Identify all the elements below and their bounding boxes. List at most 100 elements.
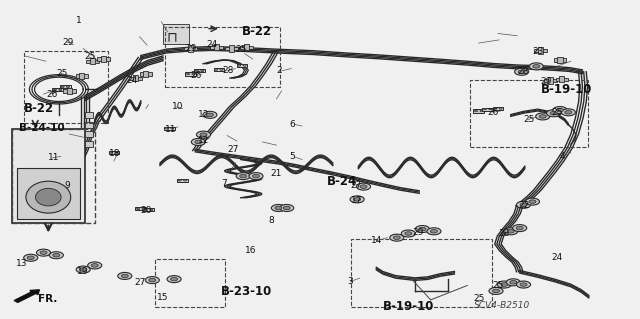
Bar [12, 129, 95, 223]
Ellipse shape [26, 181, 70, 213]
Circle shape [220, 69, 223, 70]
Bar [140, 72, 152, 76]
Bar [474, 109, 484, 113]
Circle shape [354, 197, 361, 201]
Text: 25: 25 [236, 45, 247, 54]
Bar [60, 85, 70, 88]
Circle shape [405, 232, 412, 235]
Circle shape [239, 174, 247, 178]
Bar [195, 69, 205, 72]
Bar [538, 47, 543, 54]
Bar [534, 49, 547, 52]
FancyArrow shape [14, 290, 39, 302]
Text: 24: 24 [127, 76, 138, 85]
Bar [79, 73, 84, 79]
Circle shape [49, 252, 63, 259]
Circle shape [493, 108, 497, 109]
Circle shape [76, 266, 90, 273]
Text: 6: 6 [289, 120, 295, 129]
Circle shape [275, 206, 282, 210]
Bar [186, 72, 196, 76]
Circle shape [237, 65, 241, 66]
Circle shape [499, 108, 502, 109]
Circle shape [350, 196, 364, 203]
Text: 29: 29 [186, 44, 197, 53]
Circle shape [390, 234, 404, 241]
Bar [556, 78, 568, 81]
Text: 26: 26 [191, 71, 202, 80]
Bar [177, 179, 188, 182]
Circle shape [178, 180, 181, 181]
Circle shape [122, 274, 129, 278]
Bar [90, 58, 95, 64]
Text: 2: 2 [276, 66, 282, 75]
Bar [229, 45, 234, 52]
Circle shape [142, 208, 145, 210]
Ellipse shape [35, 188, 61, 206]
Circle shape [497, 281, 511, 288]
Bar [12, 129, 85, 223]
Circle shape [509, 281, 517, 284]
Circle shape [206, 113, 214, 117]
Circle shape [252, 174, 260, 178]
Circle shape [88, 262, 102, 269]
Text: 26: 26 [46, 90, 58, 99]
Bar [129, 77, 142, 80]
Bar [67, 88, 72, 94]
Circle shape [516, 281, 531, 288]
Bar [544, 79, 557, 82]
Text: 15: 15 [157, 293, 168, 302]
Bar [483, 108, 493, 111]
Circle shape [192, 73, 195, 75]
Circle shape [186, 73, 189, 75]
Text: 4: 4 [560, 152, 566, 161]
Text: B-19-10: B-19-10 [383, 300, 434, 313]
Circle shape [40, 251, 47, 255]
Circle shape [53, 89, 56, 91]
Bar [184, 47, 197, 50]
Text: 5: 5 [289, 152, 295, 161]
Circle shape [150, 209, 153, 211]
Bar [244, 44, 249, 50]
Text: 10: 10 [172, 102, 183, 111]
Bar [17, 168, 80, 219]
Bar [133, 75, 138, 81]
Bar [85, 112, 93, 118]
Circle shape [145, 277, 159, 284]
Circle shape [493, 289, 499, 293]
Circle shape [553, 107, 567, 114]
Bar [52, 88, 63, 92]
Text: 8: 8 [269, 216, 275, 225]
Circle shape [59, 89, 62, 91]
Circle shape [356, 183, 371, 190]
Bar [214, 44, 219, 50]
Circle shape [271, 204, 285, 211]
Circle shape [170, 277, 178, 281]
Circle shape [136, 208, 140, 210]
Circle shape [550, 112, 557, 115]
Circle shape [557, 108, 564, 112]
Circle shape [144, 209, 147, 211]
Circle shape [401, 230, 415, 237]
Circle shape [419, 227, 426, 231]
Circle shape [529, 63, 543, 70]
Bar [237, 64, 247, 67]
Circle shape [214, 69, 218, 70]
Text: 24: 24 [552, 253, 563, 262]
Bar [165, 27, 280, 87]
Bar [470, 80, 588, 147]
Circle shape [393, 236, 401, 239]
Circle shape [540, 115, 547, 118]
Text: 17: 17 [351, 197, 362, 205]
Bar [240, 46, 253, 49]
Circle shape [200, 133, 207, 137]
Circle shape [489, 108, 492, 110]
Text: 23: 23 [532, 47, 544, 56]
Text: 12: 12 [198, 137, 210, 145]
Text: 12: 12 [198, 110, 210, 119]
Text: 28: 28 [498, 229, 509, 238]
Bar [109, 151, 119, 154]
Circle shape [27, 256, 34, 260]
Bar [85, 141, 93, 147]
Text: 29: 29 [541, 77, 552, 86]
